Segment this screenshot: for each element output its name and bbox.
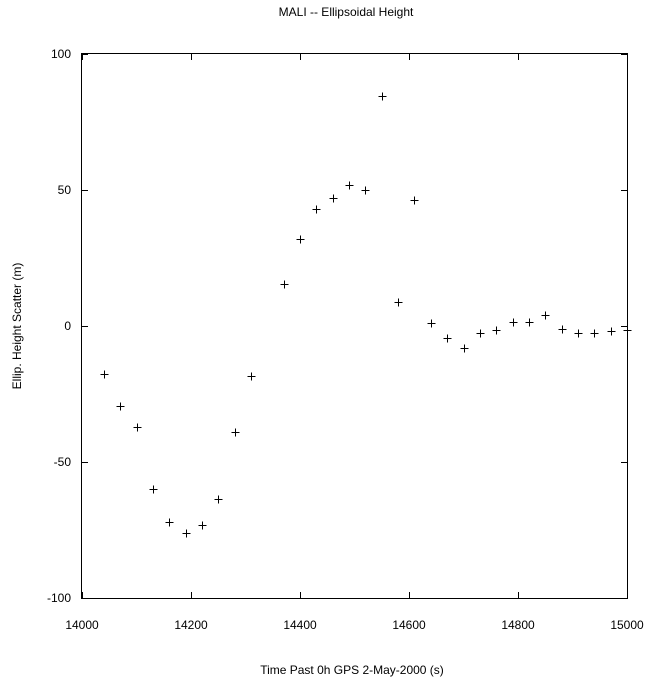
data-point (133, 423, 142, 432)
data-point (427, 319, 436, 328)
x-axis-label: Time Past 0h GPS 2-May-2000 (s) (260, 663, 444, 677)
data-point (100, 370, 109, 379)
x-tick-label: 14800 (501, 618, 535, 632)
data-point (214, 495, 223, 504)
data-point (149, 485, 158, 494)
x-tick-label: 14000 (65, 618, 99, 632)
y-tick-label: -50 (54, 455, 72, 469)
chart-title: MALI -- Ellipsoidal Height (279, 5, 414, 19)
data-points (100, 92, 632, 538)
y-tick-label: 100 (51, 47, 71, 61)
data-point (198, 521, 207, 530)
data-point (182, 529, 191, 538)
data-point (378, 92, 387, 101)
data-point (525, 318, 534, 327)
x-tick-label: 14600 (392, 618, 426, 632)
data-point (509, 318, 518, 327)
x-axis: 14000 14200 14400 14600 14800 15000 (65, 54, 644, 632)
data-point (280, 280, 289, 289)
x-tick-label: 14400 (283, 618, 317, 632)
data-point (231, 428, 240, 437)
x-tick-label: 14200 (174, 618, 208, 632)
data-point (165, 518, 174, 527)
data-point (590, 329, 599, 338)
data-point (574, 329, 583, 338)
data-point (247, 372, 256, 381)
y-tick-label: 50 (58, 183, 72, 197)
data-point (116, 402, 125, 411)
data-point (345, 181, 354, 190)
y-tick-label: 0 (64, 319, 71, 333)
data-point (443, 334, 452, 343)
data-point (558, 325, 567, 334)
data-point (312, 205, 321, 214)
data-point (541, 311, 550, 320)
data-point (361, 186, 370, 195)
y-tick-label: -100 (47, 591, 71, 605)
data-point (394, 298, 403, 307)
plot-frame (81, 53, 628, 599)
data-point (329, 194, 338, 203)
data-point (492, 326, 501, 335)
data-point (410, 196, 419, 205)
data-point (296, 235, 305, 244)
data-point (460, 344, 469, 353)
data-point (623, 326, 632, 335)
data-point (476, 329, 485, 338)
y-axis-label: Ellip. Height Scatter (m) (10, 263, 24, 390)
y-axis: 100 50 0 -50 -100 (47, 47, 627, 605)
x-tick-label: 15000 (610, 618, 644, 632)
data-point (607, 327, 616, 336)
